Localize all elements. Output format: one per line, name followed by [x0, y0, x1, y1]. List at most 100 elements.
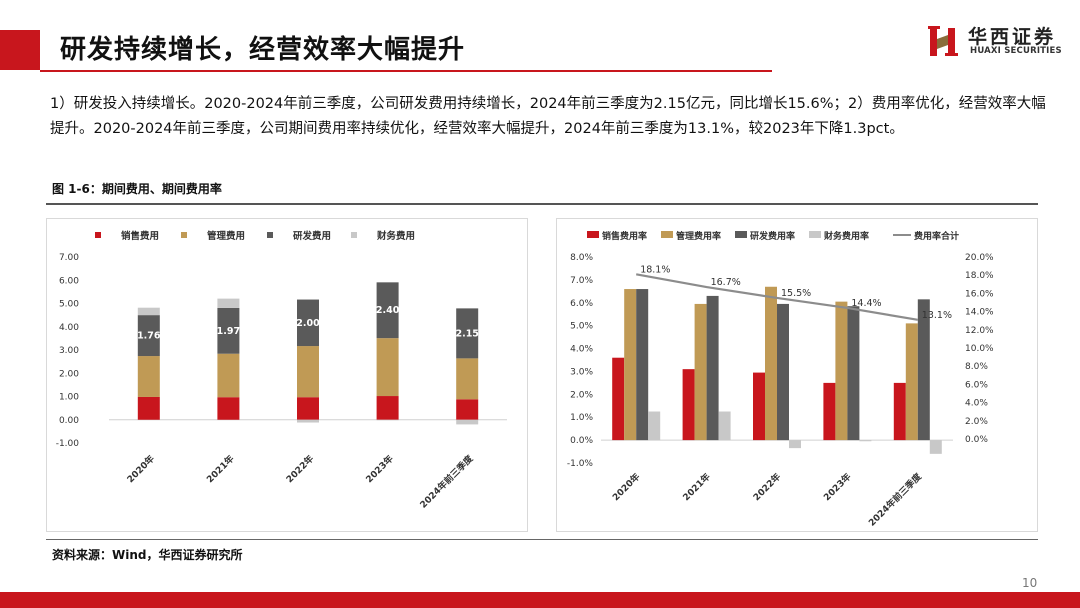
data-label: 2.40 — [376, 305, 400, 316]
legend-label: 研发费用率 — [750, 230, 795, 242]
title-accent-bar — [0, 30, 40, 70]
legend-label: 管理费用 — [207, 230, 245, 242]
line-data-label: 13.1% — [922, 310, 952, 321]
legend-label: 费用率合计 — [914, 230, 959, 242]
x-tick-label: 2022年 — [284, 453, 317, 486]
expense-stacked-bar-chart: 7.00 6.00 5.00 4.00 3.00 2.00 1.00 0.00 -1.00 销售费… — [56, 230, 507, 511]
x-tick-label: 2023年 — [821, 471, 854, 504]
y-right-tick-label: 2.0% — [965, 417, 988, 427]
bar — [612, 357, 625, 441]
y-left-tick-label: 3.0% — [570, 367, 593, 377]
bar — [847, 306, 860, 441]
data-label: 1.97 — [217, 326, 240, 337]
expense-chart-frame: 7.00 6.00 5.00 4.00 3.00 2.00 1.00 0.00 -1.00 销售费… — [46, 218, 528, 532]
bar-segment — [376, 396, 399, 420]
bar-segment — [297, 397, 319, 420]
y-left-tick-label: 1.0% — [570, 413, 593, 423]
figure-label: 图 1-6：期间费用、期间费用率 — [52, 182, 222, 196]
line-data-label: 18.1% — [640, 264, 670, 275]
y-right-tick-label: 8.0% — [965, 362, 988, 372]
y-left-tick-label: 7.0% — [570, 276, 593, 286]
figure-rule — [46, 203, 1038, 205]
y-right-tick-label: 18.0% — [965, 271, 994, 281]
legend-label: 研发费用 — [293, 230, 331, 242]
expense-ratio-bar-line-chart: 8.0% 7.0% 6.0% 5.0% 4.0% 3.0% 2.0% 1.0% 0.0% -1.0… — [567, 230, 994, 529]
legend-swatch — [267, 232, 273, 238]
company-logo-icon — [928, 26, 958, 56]
bar — [917, 299, 930, 441]
bar — [823, 382, 836, 441]
line-data-label: 14.4% — [851, 298, 881, 309]
y-tick-label: 6.00 — [59, 276, 79, 286]
data-label: 1.76 — [137, 331, 161, 342]
x-tick-label: 2020年 — [610, 471, 643, 504]
x-tick-label: 2024年前三季度 — [866, 470, 925, 529]
legend-label: 管理费用率 — [676, 230, 721, 242]
x-tick-label: 2022年 — [751, 471, 784, 504]
y-tick-label: 0.00 — [59, 416, 79, 426]
x-tick-label: 2021年 — [204, 453, 237, 486]
bar-segment — [456, 399, 479, 420]
y-right-tick-label: 0.0% — [965, 435, 988, 445]
y-right-tick-label: 4.0% — [965, 399, 988, 409]
body-paragraph: 1）研发投入持续增长。2020-2024年前三季度，公司研发费用持续增长，202… — [50, 96, 1046, 137]
bar-segment — [297, 299, 319, 347]
y-tick-label: -1.00 — [56, 439, 80, 449]
bar — [905, 323, 918, 441]
page-number: 10 — [1022, 576, 1038, 590]
bar-segment — [297, 419, 319, 423]
bar-segment — [217, 353, 240, 398]
legend-label: 财务费用率 — [823, 230, 869, 242]
bar-segment — [137, 356, 160, 397]
bar-segment — [137, 396, 160, 420]
bar — [718, 411, 731, 441]
x-tick-label: 2021年 — [680, 471, 713, 504]
legend-swatch — [735, 231, 747, 238]
bar-segment — [137, 307, 160, 316]
bar — [694, 303, 707, 441]
bar — [789, 440, 801, 449]
bar-segment — [376, 338, 399, 397]
logo-english-name: HUAXI SECURITIES — [970, 46, 1062, 56]
y-left-tick-label: -1.0% — [567, 459, 594, 469]
source-note: 资料来源：Wind，华西证券研究所 — [52, 548, 243, 562]
page-title: 研发持续增长，经营效率大幅提升 — [60, 35, 466, 65]
y-right-tick-label: 14.0% — [965, 308, 994, 318]
y-right-tick-label: 10.0% — [965, 344, 994, 354]
bar-segment — [456, 308, 479, 359]
x-tick-label: 2023年 — [363, 453, 396, 486]
bar-segment — [456, 419, 479, 425]
bar-segment — [456, 358, 479, 400]
y-tick-label: 5.00 — [59, 300, 79, 310]
legend-swatch — [587, 231, 599, 238]
y-tick-label: 4.00 — [59, 323, 79, 333]
legend-label: 财务费用 — [376, 230, 415, 242]
bar-segment — [217, 397, 240, 420]
bar-segment — [376, 419, 399, 421]
legend-swatch — [809, 231, 821, 238]
y-right-tick-label: 12.0% — [965, 326, 994, 336]
legend-swatch — [661, 231, 673, 238]
bar-segment — [137, 315, 160, 357]
data-label: 2.15 — [455, 328, 478, 339]
line-data-label: 16.7% — [711, 277, 741, 288]
bar-segment — [217, 298, 240, 308]
legend-swatch — [351, 232, 357, 238]
legend-label: 销售费用率 — [602, 230, 647, 242]
bar — [777, 303, 789, 441]
y-right-tick-label: 16.0% — [965, 289, 994, 299]
bar-segment — [217, 307, 240, 354]
y-tick-label: 7.00 — [59, 253, 79, 263]
bar — [624, 289, 637, 441]
y-right-tick-label: 20.0% — [965, 253, 994, 263]
y-left-tick-label: 6.0% — [570, 299, 593, 309]
bar — [706, 295, 719, 441]
y-right-tick-label: 6.0% — [965, 380, 988, 390]
bar-segment — [297, 346, 319, 398]
y-tick-label: 1.00 — [59, 393, 79, 403]
line-data-label: 15.5% — [781, 288, 811, 299]
bar — [636, 289, 649, 441]
y-left-tick-label: 8.0% — [570, 253, 593, 263]
legend-swatch — [95, 232, 101, 238]
x-tick-label: 2024年前三季度 — [417, 452, 476, 511]
